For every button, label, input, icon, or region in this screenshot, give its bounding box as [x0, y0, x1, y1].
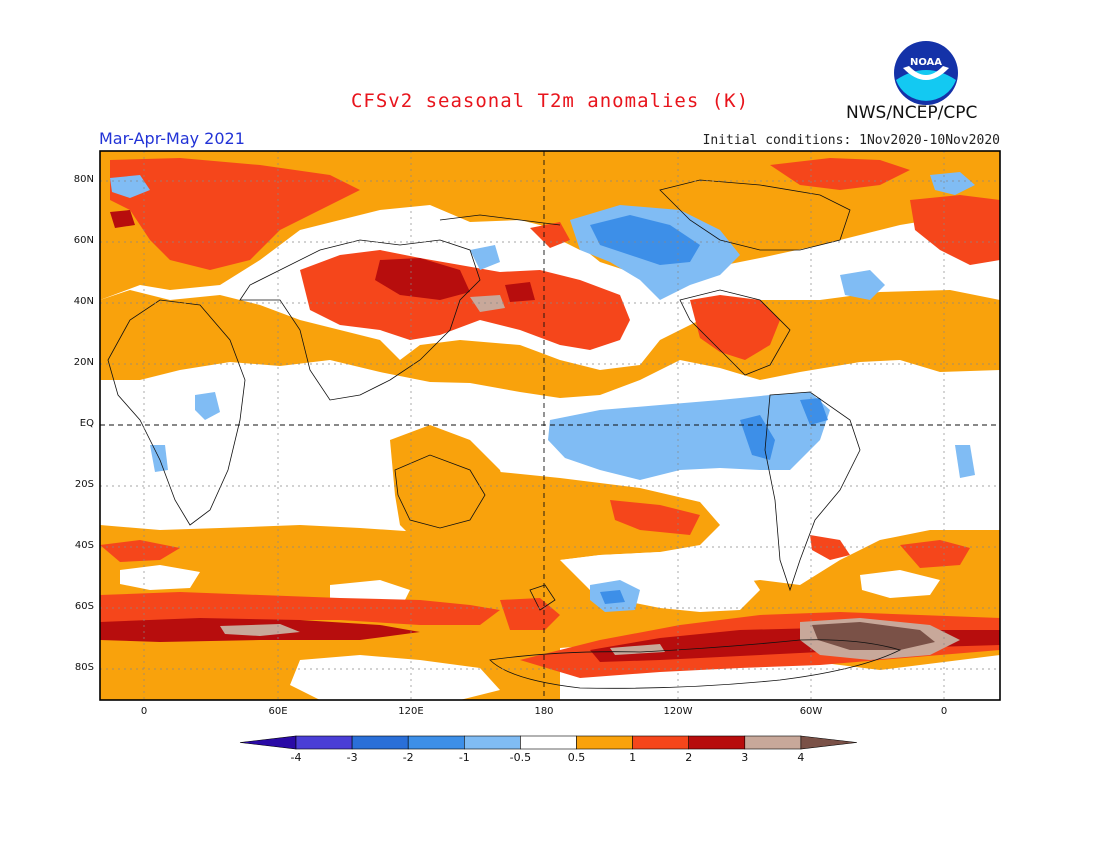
lon-tick-label: 180 [534, 706, 554, 717]
lat-tick-label: 80N [73, 174, 94, 185]
lon-tick-label: 0 [940, 706, 948, 717]
lon-tick-label: 120E [398, 706, 424, 717]
svg-text:NOAA: NOAA [910, 57, 942, 68]
agency-label: NWS/NCEP/CPC [846, 103, 978, 123]
lat-tick-label: 40N [73, 296, 94, 307]
colorbar-tick-label: 0.5 [567, 751, 586, 764]
colorbar-tick-label: -1 [458, 751, 470, 764]
lat-tick-label: 20N [73, 357, 94, 368]
lon-tick-label: 0 [140, 706, 148, 717]
colorbar-segment [239, 735, 297, 750]
lon-tick-label: 120W [663, 706, 693, 717]
lon-tick-label: 60W [799, 706, 823, 717]
lat-tick-label: 80S [74, 662, 94, 673]
lat-tick-label: EQ [79, 418, 94, 429]
colorbar-segment [800, 735, 857, 750]
colorbar-segment [463, 735, 521, 750]
initial-conditions-label: Initial conditions: 1Nov2020-10Nov2020 [702, 133, 1000, 148]
colorbar-segment [407, 735, 465, 750]
season-label: Mar-Apr-May 2021 [99, 129, 245, 148]
colorbar-segment [744, 735, 802, 750]
lat-tick-label: 60S [74, 601, 94, 612]
cool-anomaly-moderate-regions [590, 215, 828, 604]
chart-title: CFSv2 seasonal T2m anomalies (K) [350, 90, 750, 112]
colorbar-segment [295, 735, 353, 750]
lat-tick-label: 40S [74, 540, 94, 551]
colorbar-segment [520, 735, 577, 750]
map-frame [99, 150, 1001, 701]
lat-tick-label: 20S [74, 479, 94, 490]
lat-tick-label: 60N [73, 235, 94, 246]
colorbar-segment [632, 735, 689, 750]
colorbar-tick-label: 4 [797, 751, 805, 764]
graticule [100, 151, 1000, 700]
colorbar-tick-label: 2 [685, 751, 693, 764]
colorbar-tick-label: -3 [346, 751, 358, 764]
coastlines [107, 179, 902, 689]
warm-anomaly-extreme-region [812, 622, 935, 650]
colorbar-segment [351, 735, 409, 750]
lon-tick-label: 60E [268, 706, 288, 717]
noaa-logo-icon: NOAA [894, 41, 958, 105]
colorbar-segment [576, 735, 633, 750]
colorbar-tick-label: 1 [629, 751, 637, 764]
colorbar-tick-label: 3 [741, 751, 749, 764]
colorbar [239, 735, 857, 750]
colorbar-tick-label: -4 [290, 751, 302, 764]
colorbar-tick-label: -2 [402, 751, 414, 764]
colorbar-tick-label: -0.5 [509, 751, 532, 764]
colorbar-segment [688, 735, 746, 750]
